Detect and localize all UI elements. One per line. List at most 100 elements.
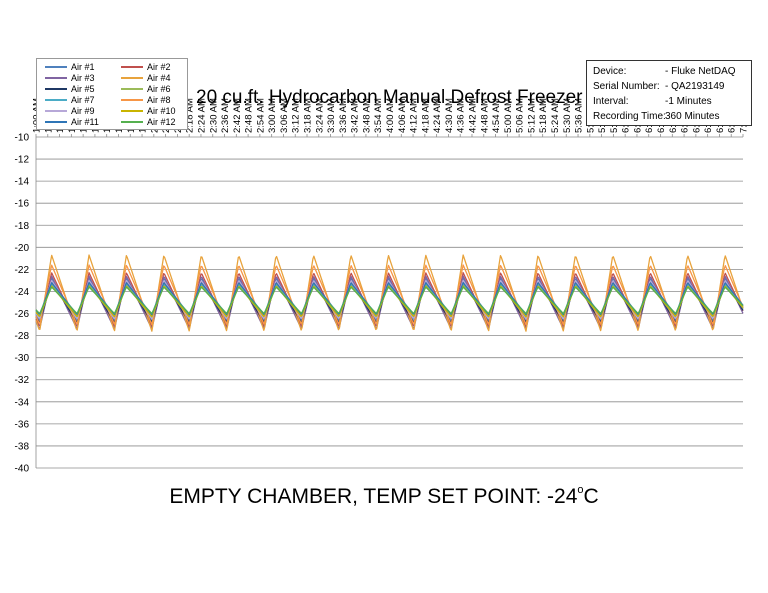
chart-legend: Air #1 Air #2 Air #3 Air #4 Air #5 Air #6 Air …	[36, 58, 188, 130]
legend-item-air-8: Air #8	[121, 95, 185, 106]
gridlines	[35, 136, 743, 469]
info-key: Serial Number:	[593, 81, 660, 92]
legend-label: Air #10	[147, 106, 176, 116]
y-axis-ticks: -10 -12 -14 -16 -18 -20 -22 -24 -26 -28 -30 -32 -34 -…	[15, 133, 30, 475]
y-tick-label: -36	[15, 419, 30, 430]
legend-label: Air #2	[147, 62, 171, 73]
legend-swatch	[121, 88, 143, 91]
x-tick-label: 3:30 AM	[326, 98, 337, 133]
y-tick-label: -20	[15, 243, 30, 254]
legend-label: Air #9	[71, 106, 95, 116]
legend-item-air-6: Air #6	[121, 84, 185, 95]
x-tick-label: 5:00 AM	[503, 98, 514, 133]
legend-swatch	[45, 120, 67, 123]
x-tick-label: 3:00 AM	[267, 98, 278, 133]
series-lines	[35, 254, 744, 332]
info-value: -1 Minutes	[665, 96, 712, 107]
y-tick-label: -24	[15, 287, 30, 298]
y-tick-label: -22	[15, 265, 30, 276]
x-tick-label: 5:06 AM	[515, 98, 526, 133]
legend-swatch	[121, 120, 143, 123]
info-key: Device:	[593, 66, 627, 77]
x-tick-label: 4:00 AM	[385, 98, 396, 133]
x-tick-label: 4:36 AM	[456, 98, 467, 133]
legend-item-air-4: Air #4	[121, 73, 185, 84]
info-key: Interval:	[593, 96, 629, 107]
y-tick-label: -12	[15, 155, 30, 166]
series-line-air-12	[35, 286, 744, 315]
x-tick-label: 3:18 AM	[303, 98, 314, 133]
chart-title: 20 cu.ft. Hydrocarbon Manual Defrost Fre…	[196, 87, 583, 108]
y-tick-label: -18	[15, 221, 30, 232]
legend-label: Air #5	[71, 84, 95, 95]
y-tick-label: -32	[15, 375, 30, 386]
legend-swatch	[45, 88, 67, 91]
x-tick-label: 3:06 AM	[279, 98, 290, 133]
info-value: - QA2193149	[665, 81, 725, 92]
x-tick-label: 4:48 AM	[479, 98, 490, 133]
legend-swatch	[45, 66, 67, 69]
legend-item-air-9: Air #9	[45, 106, 121, 117]
set-point-caption: EMPTY CHAMBER, TEMP SET POINT: -24oC	[0, 484, 768, 509]
legend-swatch	[45, 77, 67, 80]
x-tick-label: 5:30 AM	[562, 98, 573, 133]
legend-item-air-12: Air #12	[121, 116, 185, 127]
x-tick-label: 4:54 AM	[491, 98, 502, 133]
legend-item-air-2: Air #2	[121, 62, 185, 73]
y-tick-label: -26	[15, 309, 30, 320]
legend-item-air-7: Air #7	[45, 95, 121, 106]
legend-label: Air #3	[71, 73, 95, 84]
x-tick-label: 3:12 AM	[291, 98, 302, 133]
degree-mark: o	[577, 484, 584, 496]
info-row-device: Device: - Fluke NetDAQ	[593, 66, 736, 77]
x-tick-label: 3:24 AM	[314, 98, 325, 133]
info-row-interval: Interval: -1 Minutes	[593, 96, 712, 107]
x-tick-label: 2:36 AM	[220, 98, 231, 133]
legend-item-air-3: Air #3	[45, 73, 121, 84]
y-tick-label: -16	[15, 199, 30, 210]
legend-item-air-5: Air #5	[45, 84, 121, 95]
legend-label: Air #1	[71, 62, 95, 73]
x-tick-label: 4:12 AM	[409, 98, 420, 133]
legend-grid: Air #1 Air #2 Air #3 Air #4 Air #5 Air #6 Air …	[45, 62, 185, 127]
info-row-serial: Serial Number: - QA2193149	[593, 81, 725, 92]
legend-swatch	[45, 99, 67, 102]
info-box: Device: - Fluke NetDAQ Serial Number: - QA…	[586, 60, 752, 126]
info-row-recording-time: Recording Time:360 Minutes	[593, 111, 719, 122]
x-tick-label: 5:36 AM	[574, 98, 585, 133]
legend-label: Air #12	[147, 116, 176, 127]
info-value: 360 Minutes	[665, 111, 720, 122]
legend-label: Air #6	[147, 84, 171, 95]
legend-swatch	[121, 99, 143, 102]
legend-swatch	[45, 110, 67, 112]
info-key: Recording Time:	[593, 111, 666, 122]
legend-label: Air #7	[71, 95, 95, 106]
caption-unit: C	[583, 485, 599, 508]
x-tick-label: 2:42 AM	[232, 98, 243, 133]
x-tick-label: 3:36 AM	[338, 98, 349, 133]
x-tick-label: 2:30 AM	[208, 98, 219, 133]
x-tick-label: 5:18 AM	[538, 98, 549, 133]
y-tick-label: -38	[15, 441, 30, 452]
x-tick-label: 3:54 AM	[373, 98, 384, 133]
x-tick-label: 4:42 AM	[467, 98, 478, 133]
legend-swatch	[121, 66, 143, 69]
legend-item-air-10: Air #10	[121, 106, 185, 117]
x-tick-label: 3:42 AM	[350, 98, 361, 133]
x-tick-label: 4:24 AM	[432, 98, 443, 133]
legend-label: Air #11	[71, 116, 99, 127]
x-tick-label: 3:48 AM	[361, 98, 372, 133]
x-tick-label: 4:06 AM	[397, 98, 408, 133]
legend-swatch	[121, 77, 143, 80]
y-tick-label: -14	[15, 177, 30, 188]
y-tick-label: -30	[15, 353, 30, 364]
caption-text: EMPTY CHAMBER, TEMP SET POINT: -24	[169, 485, 578, 508]
y-tick-label: -28	[15, 331, 30, 342]
legend-swatch	[121, 110, 143, 112]
series-line-air-4	[35, 254, 744, 332]
x-tick-label: 2:18 AM	[185, 98, 196, 133]
x-tick-label: 4:30 AM	[444, 98, 455, 133]
legend-label: Air #8	[147, 95, 171, 106]
x-tick-label: 2:54 AM	[255, 98, 266, 133]
info-value: - Fluke NetDAQ	[665, 66, 736, 77]
